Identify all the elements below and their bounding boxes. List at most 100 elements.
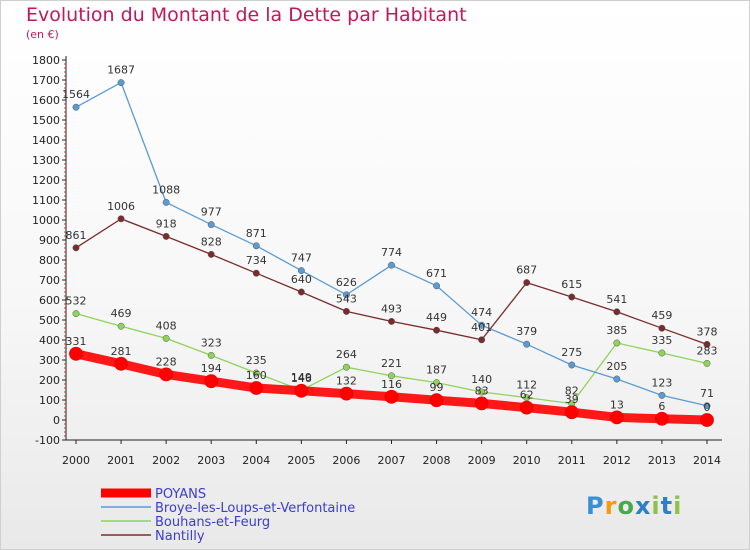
data-label-bouhans-et-feurg: 385 bbox=[606, 324, 627, 337]
y-tick-label: 1100 bbox=[32, 194, 60, 207]
data-label-broye-les-loups-et-verfontaine: 474 bbox=[471, 306, 492, 319]
point-broye-les-loups-et-verfontaine bbox=[478, 321, 486, 329]
y-tick-label: 700 bbox=[39, 274, 60, 287]
data-label-bouhans-et-feurg: 187 bbox=[426, 364, 447, 377]
y-tick-label: 1400 bbox=[32, 134, 60, 147]
data-label-broye-les-loups-et-verfontaine: 379 bbox=[516, 325, 537, 338]
x-tick-label: 2007 bbox=[377, 454, 405, 467]
data-label-broye-les-loups-et-verfontaine: 123 bbox=[651, 376, 672, 389]
data-label-broye-les-loups-et-verfontaine: 1564 bbox=[62, 88, 90, 101]
data-label-nantilly: 378 bbox=[696, 325, 717, 338]
point-broye-les-loups-et-verfontaine bbox=[568, 361, 576, 369]
point-poyans bbox=[294, 383, 309, 398]
legend: POYANSBroye-les-Loups-et-VerfontaineBouh… bbox=[101, 487, 355, 544]
y-tick-label: 600 bbox=[39, 294, 60, 307]
y-tick-label: 1500 bbox=[32, 114, 60, 127]
logo-letter: i bbox=[651, 492, 661, 520]
point-broye-les-loups-et-verfontaine bbox=[297, 267, 305, 275]
y-tick-label: 0 bbox=[53, 414, 60, 427]
point-poyans bbox=[519, 400, 534, 415]
point-poyans bbox=[609, 410, 624, 425]
data-label-bouhans-et-feurg: 112 bbox=[516, 379, 537, 392]
point-nantilly bbox=[342, 307, 350, 315]
legend-label-poyans: POYANS bbox=[155, 487, 206, 502]
data-label-bouhans-et-feurg: 140 bbox=[471, 373, 492, 386]
data-label-poyans: 0 bbox=[703, 401, 710, 414]
data-label-bouhans-et-feurg: 323 bbox=[201, 336, 222, 349]
point-poyans bbox=[249, 381, 264, 395]
point-poyans bbox=[339, 386, 354, 401]
data-label-poyans: 116 bbox=[381, 378, 402, 391]
point-nantilly bbox=[252, 269, 260, 277]
point-nantilly bbox=[72, 244, 80, 252]
data-label-broye-les-loups-et-verfontaine: 871 bbox=[246, 227, 267, 240]
y-tick-label: 1300 bbox=[32, 154, 60, 167]
data-label-bouhans-et-feurg: 283 bbox=[696, 344, 717, 357]
data-label-nantilly: 459 bbox=[651, 309, 672, 322]
point-broye-les-loups-et-verfontaine bbox=[523, 340, 531, 348]
y-tick-label: -100 bbox=[35, 434, 60, 447]
data-label-poyans: 194 bbox=[201, 362, 222, 375]
point-poyans bbox=[384, 389, 399, 404]
data-label-nantilly: 918 bbox=[156, 217, 177, 230]
data-label-nantilly: 449 bbox=[426, 311, 447, 324]
point-broye-les-loups-et-verfontaine bbox=[342, 291, 350, 299]
x-tick-label: 2004 bbox=[242, 454, 270, 467]
x-tick-label: 2011 bbox=[558, 454, 586, 467]
data-label-poyans: 281 bbox=[111, 345, 132, 358]
data-label-poyans: 39 bbox=[565, 393, 579, 406]
data-label-poyans: 6 bbox=[658, 400, 665, 413]
point-bouhans-et-feurg bbox=[72, 310, 80, 318]
point-broye-les-loups-et-verfontaine bbox=[613, 375, 621, 383]
data-label-broye-les-loups-et-verfontaine: 1687 bbox=[107, 64, 135, 77]
logo-letter: o bbox=[617, 492, 635, 520]
x-tick-label: 2012 bbox=[603, 454, 631, 467]
point-nantilly bbox=[297, 288, 305, 296]
data-label-nantilly: 734 bbox=[246, 254, 267, 267]
point-nantilly bbox=[388, 317, 395, 325]
data-label-nantilly: 687 bbox=[516, 264, 537, 277]
x-tick-label: 2002 bbox=[152, 454, 180, 467]
data-label-broye-les-loups-et-verfontaine: 977 bbox=[201, 206, 222, 219]
point-nantilly bbox=[433, 326, 441, 334]
point-nantilly bbox=[478, 336, 486, 344]
data-label-nantilly: 861 bbox=[66, 229, 87, 242]
point-bouhans-et-feurg bbox=[388, 372, 395, 380]
series-layer bbox=[69, 79, 714, 427]
point-poyans bbox=[69, 346, 83, 361]
data-label-nantilly: 828 bbox=[201, 235, 222, 248]
y-tick-label: 1700 bbox=[32, 74, 60, 87]
point-broye-les-loups-et-verfontaine bbox=[117, 79, 125, 87]
y-tick-label: 1000 bbox=[32, 214, 60, 227]
point-bouhans-et-feurg bbox=[207, 351, 215, 359]
data-label-bouhans-et-feurg: 335 bbox=[651, 334, 672, 347]
point-broye-les-loups-et-verfontaine bbox=[207, 221, 215, 229]
data-label-broye-les-loups-et-verfontaine: 747 bbox=[291, 252, 312, 265]
legend-label-broye-les-loups-et-verfontaine: Broye-les-Loups-et-Verfontaine bbox=[155, 501, 355, 516]
y-tick-label: 200 bbox=[39, 374, 60, 387]
point-bouhans-et-feurg bbox=[433, 379, 441, 387]
logo-letter: x bbox=[634, 492, 652, 520]
logo-letter: P bbox=[586, 492, 605, 520]
y-tick-label: 300 bbox=[39, 354, 60, 367]
point-bouhans-et-feurg bbox=[478, 388, 486, 396]
point-poyans bbox=[655, 411, 669, 426]
data-label-poyans: 132 bbox=[336, 375, 357, 388]
data-label-broye-les-loups-et-verfontaine: 71 bbox=[700, 387, 714, 400]
point-broye-les-loups-et-verfontaine bbox=[162, 198, 170, 206]
x-tick-label: 2009 bbox=[468, 454, 496, 467]
point-nantilly bbox=[658, 324, 666, 332]
data-label-broye-les-loups-et-verfontaine: 1088 bbox=[152, 183, 180, 196]
x-tick-label: 2010 bbox=[513, 454, 541, 467]
point-nantilly bbox=[613, 308, 621, 316]
point-broye-les-loups-et-verfontaine bbox=[252, 242, 260, 250]
y-tick-label: 900 bbox=[39, 234, 60, 247]
x-tick-label: 2003 bbox=[197, 454, 225, 467]
logo-letter: i bbox=[673, 492, 683, 520]
data-label-broye-les-loups-et-verfontaine: 626 bbox=[336, 276, 357, 289]
data-label-bouhans-et-feurg: 149 bbox=[291, 371, 312, 384]
data-label-poyans: 62 bbox=[520, 389, 534, 402]
point-broye-les-loups-et-verfontaine bbox=[72, 103, 80, 111]
y-tick-label: 100 bbox=[39, 394, 60, 407]
